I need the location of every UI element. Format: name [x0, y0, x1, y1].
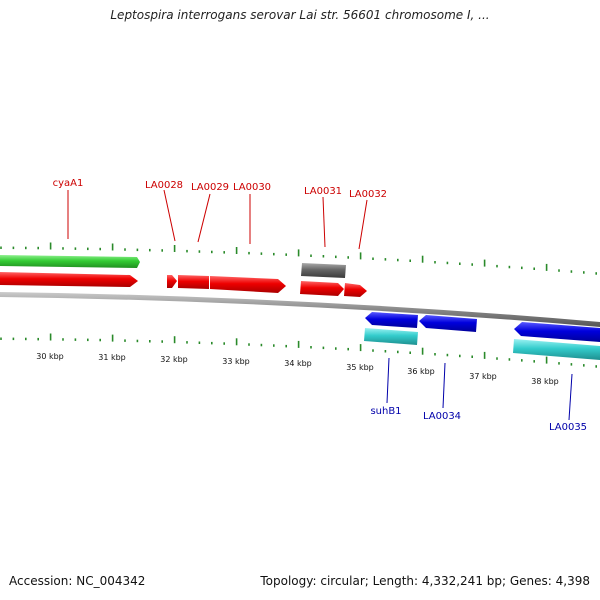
- cds-suhB1[interactable]: [365, 312, 418, 328]
- cds-LA0031[interactable]: [300, 281, 344, 296]
- cds-LA0034[interactable]: [419, 315, 477, 332]
- gene-label[interactable]: LA0034: [423, 411, 461, 422]
- inner-tick-row: [0, 333, 598, 368]
- cds-LA0028[interactable]: [167, 275, 177, 288]
- cds-LA0029[interactable]: [178, 275, 209, 289]
- scale-label: 35 kbp: [346, 363, 374, 372]
- cds-cyaA1[interactable]: [0, 272, 138, 287]
- gene-label[interactable]: LA0030: [233, 182, 271, 193]
- gene-label[interactable]: LA0028: [145, 180, 183, 191]
- scale-label: 33 kbp: [222, 357, 250, 366]
- scale-label: 36 kbp: [407, 367, 435, 376]
- reverse-label-leaders: [386, 357, 573, 421]
- cds-LA0030[interactable]: [210, 276, 286, 293]
- scale-label: 34 kbp: [284, 359, 312, 368]
- scale-label: 38 kbp: [531, 377, 559, 386]
- scale-label: 31 kbp: [98, 353, 126, 362]
- forward-label-leaders: [67, 189, 368, 250]
- gene-label[interactable]: LA0029: [191, 182, 229, 193]
- gene-suhB1-reverse[interactable]: [364, 328, 418, 345]
- scale-label: 37 kbp: [469, 372, 497, 381]
- cds-LA0035[interactable]: [514, 322, 600, 342]
- cds-LA0032[interactable]: [344, 283, 367, 297]
- gene-label[interactable]: LA0035: [549, 422, 587, 433]
- gene-label[interactable]: suhB1: [370, 406, 401, 417]
- gene-label[interactable]: cyaA1: [53, 178, 84, 189]
- scale-label: 30 kbp: [36, 352, 64, 361]
- gene-LA0035-reverse[interactable]: [513, 339, 600, 360]
- accession-text: Accession: NC_004342: [9, 574, 146, 588]
- outer-tick-row: [0, 242, 598, 275]
- chromosome-backbone: [0, 292, 600, 327]
- map-title: Leptospira interrogans serovar Lai str. …: [110, 8, 490, 22]
- gene-label[interactable]: LA0032: [349, 189, 387, 200]
- feature-LA0031-gray[interactable]: [301, 263, 346, 278]
- scale-label: 32 kbp: [160, 355, 188, 364]
- gene-cyaA1-forward[interactable]: [0, 255, 140, 268]
- topology-text: Topology: circular; Length: 4,332,241 bp…: [260, 574, 590, 588]
- gene-label[interactable]: LA0031: [304, 186, 342, 197]
